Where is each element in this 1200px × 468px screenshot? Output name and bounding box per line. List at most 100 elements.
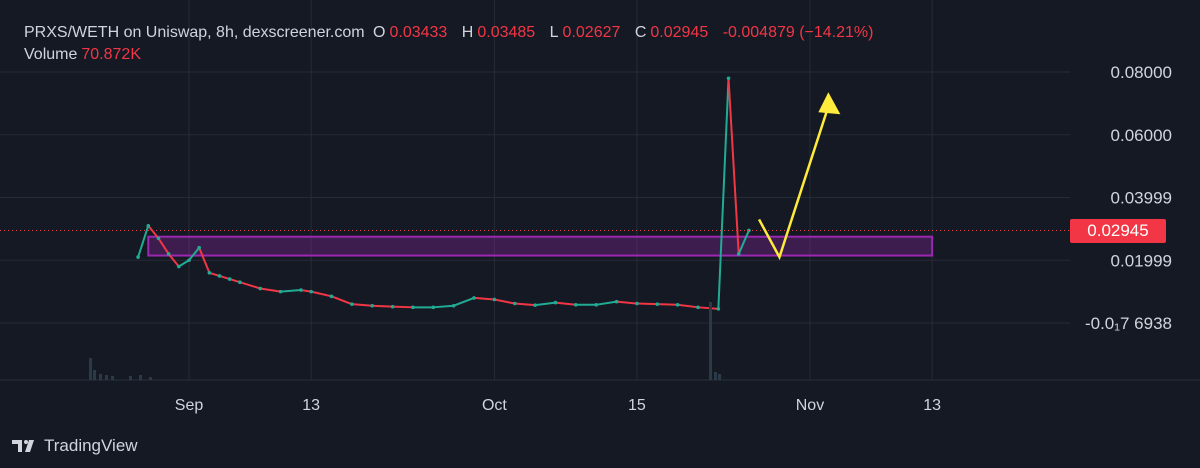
close-value: 0.02945 xyxy=(650,24,709,41)
high-value: 0.03485 xyxy=(477,24,536,41)
tradingview-logo[interactable]: TradingView xyxy=(12,436,138,456)
price-point xyxy=(156,236,161,241)
volume-bar xyxy=(105,375,108,380)
y-tick-label: 0.08000 xyxy=(1111,63,1172,82)
price-point xyxy=(472,296,476,300)
price-point xyxy=(675,303,680,307)
open-value: 0.03433 xyxy=(389,24,448,41)
price-point xyxy=(238,280,242,285)
price-point xyxy=(350,302,354,306)
price-point xyxy=(696,305,700,310)
price-segment xyxy=(137,225,150,258)
price-segment xyxy=(534,301,556,307)
price-point xyxy=(614,299,619,304)
open-label: O xyxy=(373,24,386,41)
support-zone xyxy=(147,235,934,257)
volume-bar xyxy=(139,375,142,380)
volume-bar xyxy=(111,376,114,380)
volume-label: Volume xyxy=(24,46,78,63)
high-label: H xyxy=(461,24,474,41)
price-segment xyxy=(167,253,180,268)
price-segment xyxy=(636,302,658,306)
price-segment xyxy=(596,300,617,306)
price-segment xyxy=(239,281,261,290)
price-point xyxy=(594,303,598,307)
price-segment xyxy=(453,296,475,307)
price-segment xyxy=(351,303,373,307)
price-segment xyxy=(677,303,699,309)
price-segment xyxy=(147,225,160,239)
low-value: 0.02627 xyxy=(562,24,621,41)
y-tick-label: -0.0₁7 6938 xyxy=(1085,314,1172,333)
volume-bar xyxy=(718,374,721,380)
price-segment xyxy=(392,305,413,309)
price-point xyxy=(655,302,660,306)
volume-bar xyxy=(99,374,102,380)
price-segment xyxy=(178,259,190,268)
price-point xyxy=(492,297,497,302)
price-point xyxy=(197,245,201,250)
x-tick-label: 13 xyxy=(923,397,941,414)
price-point xyxy=(533,303,537,307)
price-point xyxy=(227,277,232,281)
price-point xyxy=(309,289,313,294)
price-point xyxy=(726,76,731,81)
y-tick-label: 0.01999 xyxy=(1111,251,1172,270)
price-point xyxy=(431,305,436,310)
price-point xyxy=(258,286,263,291)
price-segment xyxy=(494,298,515,305)
price-point xyxy=(574,303,578,307)
volume-bar xyxy=(714,372,717,380)
price-point xyxy=(553,300,558,305)
volume-bar xyxy=(149,377,152,380)
price-point xyxy=(217,274,222,278)
low-label: L xyxy=(549,24,559,41)
volume-bar xyxy=(89,358,92,380)
price-point xyxy=(177,264,181,269)
x-tick-label: Sep xyxy=(175,397,204,414)
brand-label: TradingView xyxy=(44,436,138,455)
price-segment xyxy=(737,230,750,255)
close-label: C xyxy=(634,24,647,41)
price-point xyxy=(512,301,517,306)
price-point xyxy=(166,252,171,256)
x-tick-label: Nov xyxy=(796,397,824,414)
price-segment xyxy=(727,78,740,255)
price-segment xyxy=(473,296,495,301)
price-segment xyxy=(657,303,678,306)
price-point xyxy=(716,307,721,311)
price-point xyxy=(329,294,334,299)
price-segment xyxy=(331,295,353,306)
price-segment xyxy=(616,300,638,305)
x-tick-label: Oct xyxy=(482,397,507,414)
price-segment xyxy=(310,290,332,298)
price-segment xyxy=(514,302,536,307)
arrow-head xyxy=(818,92,841,115)
price-segment xyxy=(697,306,719,310)
price-point xyxy=(207,271,212,275)
ohlc-header: PRXS/WETH on Uniswap, 8h, dexscreener.co… xyxy=(24,24,883,42)
tradingview-icon xyxy=(12,440,34,452)
price-segment xyxy=(280,289,302,293)
price-segment xyxy=(372,304,393,308)
last-price-tag: 0.02945 xyxy=(1070,219,1166,243)
y-tick-label: 0.03999 xyxy=(1111,189,1172,208)
price-point xyxy=(451,303,456,308)
change-value: -0.004879 (−14.21%) xyxy=(722,24,874,41)
price-segment xyxy=(433,304,454,309)
price-point xyxy=(390,304,395,309)
volume-value: 70.872K xyxy=(81,46,141,63)
volume-legend: Volume 70.872K xyxy=(24,46,141,64)
price-point xyxy=(146,223,151,228)
price-point xyxy=(411,305,415,310)
price-point xyxy=(187,258,191,263)
y-tick-label: 0.06000 xyxy=(1111,126,1172,145)
price-point xyxy=(299,288,303,292)
price-segment xyxy=(188,247,200,261)
price-point xyxy=(136,255,140,259)
projection-arrow xyxy=(757,99,832,261)
volume-bar xyxy=(709,302,712,380)
price-point xyxy=(278,289,283,294)
price-point xyxy=(736,252,741,256)
